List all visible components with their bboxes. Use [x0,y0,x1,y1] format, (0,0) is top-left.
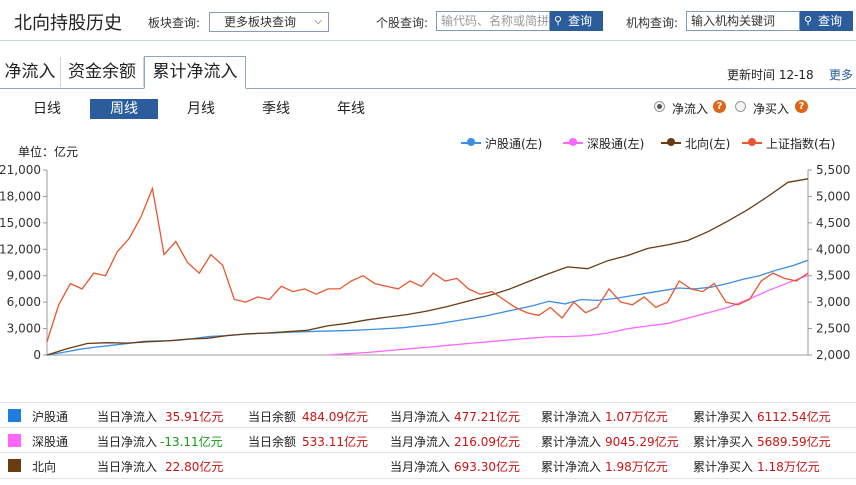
period-daily[interactable]: 日线 [33,101,61,117]
period-weekly[interactable]: 周线 [90,99,158,119]
legend-label: 上证指数(右) [766,137,836,151]
balance-value: 484.09亿元 [302,410,368,424]
cum-inflow-value: 1.07万亿元 [605,410,668,424]
period-yearly[interactable]: 年线 [337,101,365,117]
tab-balance[interactable]: 资金余额 [61,57,144,87]
cum-inflow-value: 9045.29亿元 [605,435,679,449]
search-icon: ⚲ [554,14,563,27]
day-inflow-value: -13.11亿元 [160,435,223,449]
cum-inflow-label: 累计净流入 [541,460,602,474]
series-line [46,186,809,342]
cum-inflow-value: 1.98万亿元 [605,460,668,474]
month-inflow-label: 当月净流入 [390,435,451,449]
balance-value: 533.11亿元 [302,435,368,449]
month-inflow-label: 当月净流入 [390,410,451,424]
tab-net-inflow[interactable]: 净流入 [0,57,61,87]
day-inflow-value: 35.91亿元 [165,410,224,424]
left-tick-label: 21,000 [0,163,41,177]
month-inflow-label: 当月净流入 [390,460,451,474]
legend-dot [569,138,577,146]
left-tick-label: 6,000 [7,295,41,309]
cum-buy-value: 6112.54亿元 [757,410,831,424]
right-tick-label: 5,500 [816,163,850,177]
left-tick-label: 0 [33,348,41,362]
balance-label: 当日余额 [248,435,297,449]
radio-net-inflow[interactable] [654,101,665,112]
right-tick-label: 4,500 [816,216,850,230]
legend-dot [467,138,475,146]
summary-row-sh: 沪股通 当日净流入 35.91亿元 当日余额 484.09亿元 当月净流入 47… [0,402,856,428]
series-line [328,274,809,356]
period-monthly[interactable]: 月线 [187,101,215,117]
right-tick-label: 5,000 [816,189,850,203]
day-inflow-label: 当日净流入 [97,460,158,474]
day-inflow-label: 当日净流入 [97,410,158,424]
stock-query-label: 个股查询: [376,16,429,30]
board-query-label: 板块查询: [148,16,201,30]
page-title: 北向持股历史 [14,13,122,34]
radio-net-buy[interactable] [735,101,746,112]
period-quarterly[interactable]: 季线 [262,101,290,117]
left-tick-label: 9,000 [7,269,41,283]
unit-label: 单位：亿元 [18,145,79,159]
legend-dot [748,138,756,146]
series-name: 北向 [32,460,57,474]
cum-inflow-label: 累计净流入 [541,435,602,449]
left-tick-label: 12,000 [0,242,41,256]
left-tick-label: 15,000 [0,216,41,230]
cum-inflow-label: 累计净流入 [541,410,602,424]
month-inflow-value: 693.30亿元 [454,460,520,474]
cum-buy-label: 累计净买入 [693,410,754,424]
cum-buy-value: 5689.59亿元 [757,435,831,449]
board-select-value: 更多板块查询 [224,15,297,29]
org-search-button[interactable]: ⚲ 查询 [800,11,853,31]
right-tick-label: 2,000 [816,348,850,362]
stock-search-button[interactable]: ⚲ 查询 [550,11,603,31]
series-swatch [8,409,21,422]
month-inflow-value: 477.21亿元 [454,410,520,424]
series-name: 沪股通 [32,410,69,424]
left-tick-label: 3,000 [7,322,41,336]
left-tick-label: 18,000 [0,189,41,203]
balance-label: 当日余额 [248,410,297,424]
legend-label: 沪股通(左) [485,137,543,151]
help-icon[interactable]: ? [795,100,808,113]
series-name: 深股通 [32,435,69,449]
summary-row-north: 北向 当日净流入 22.80亿元 当月净流入 693.30亿元 累计净流入 1.… [0,452,856,479]
summary-row-sz: 深股通 当日净流入 -13.11亿元 当日余额 533.11亿元 当月净流入 2… [0,427,856,453]
day-inflow-value: 22.80亿元 [165,460,224,474]
legend-label: 北向(左) [685,137,731,151]
series-swatch [8,459,21,472]
series-line [46,178,809,356]
metric-tabs: 净流入 资金余额 累计净流入 [0,56,856,89]
stock-search-input[interactable]: 输代码、名称或简拼 [436,11,550,31]
radio-net-inflow-label: 净流入 [672,102,709,116]
month-inflow-value: 216.09亿元 [454,435,520,449]
legend-dot [667,138,675,146]
day-inflow-label: 当日净流入 [97,435,158,449]
cum-buy-value: 1.18万亿元 [757,460,820,474]
right-tick-label: 3,000 [816,295,850,309]
right-tick-label: 3,500 [816,269,850,283]
more-link[interactable]: 更多 [829,68,854,82]
org-search-input[interactable]: 输入机构关键词 [686,11,800,31]
stock-search-button-label: 查询 [568,14,593,28]
board-select[interactable]: 更多板块查询 ⌵ [209,12,329,32]
top-bar: 北向持股历史 板块查询: 更多板块查询 ⌵ 个股查询: 输代码、名称或简拼 ⚲ … [0,0,856,41]
right-tick-label: 4,000 [816,242,850,256]
cum-buy-label: 累计净买入 [693,435,754,449]
org-query-label: 机构查询: [626,16,679,30]
cum-buy-label: 累计净买入 [693,460,754,474]
right-tick-label: 2,500 [816,322,850,336]
search-icon: ⚲ [804,14,813,27]
chevron-down-icon: ⌵ [314,16,322,27]
legend-label: 深股通(左) [587,137,645,151]
org-search-button-label: 查询 [818,14,843,28]
help-icon[interactable]: ? [713,100,726,113]
update-time: 更新时间 12-18 [727,68,814,82]
series-swatch [8,434,21,447]
tab-cumulative-inflow[interactable]: 累计净流入 [144,56,246,89]
radio-net-buy-label: 净买入 [753,102,790,116]
cumulative-inflow-chart[interactable]: 0 3,000 6,000 9,000 12,000 15,000 18,000 21,000… [0,155,856,365]
